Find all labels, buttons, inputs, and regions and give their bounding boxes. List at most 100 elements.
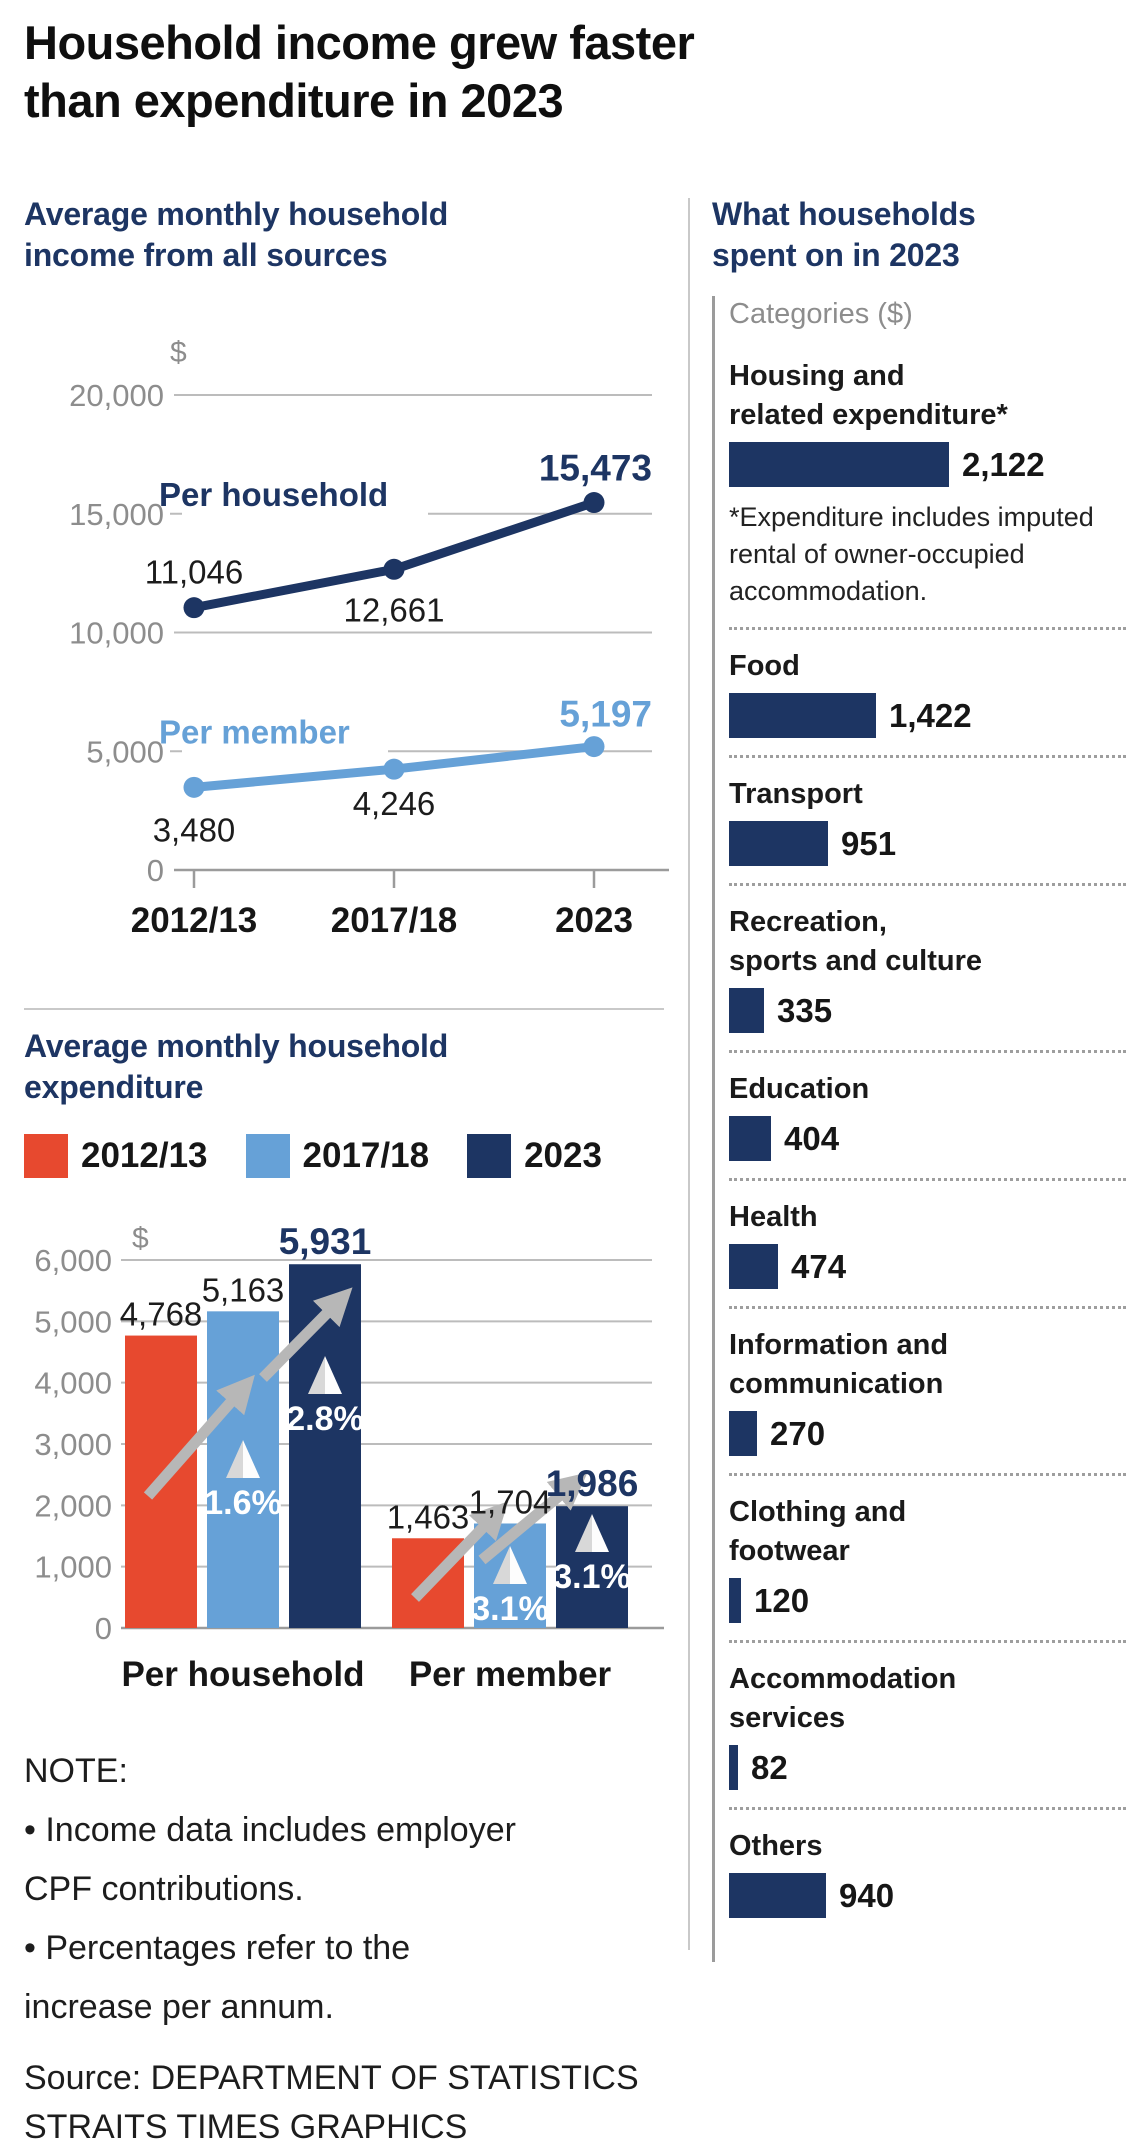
- dotted-separator: [729, 883, 1126, 886]
- expenditure-bar-chart: 6,000 5,000 4,000 3,000 2,000 1,000 0 $4,768 1,4…: [34, 1221, 664, 1694]
- spending-bar-row: 940: [729, 1873, 1126, 1918]
- data-point-label: 12,661: [344, 591, 445, 628]
- spending-bar: [729, 1745, 738, 1790]
- y-tick-label: 5,000: [86, 734, 164, 769]
- spending-items: Housing and related expenditure* 2,122 *E…: [729, 357, 1126, 1918]
- note-line: • Income data includes employer: [24, 1811, 516, 1849]
- spending-category: Housing and related expenditure* 2,122 *E…: [729, 357, 1126, 630]
- spending-category-label: Food: [729, 650, 800, 682]
- increase-triangle: [243, 1440, 260, 1478]
- spending-category-label: Transport: [729, 778, 863, 810]
- spending-value: 940: [839, 1876, 895, 1914]
- data-point: [183, 597, 205, 619]
- source-block: Source: DEPARTMENT OF STATISTICS STRAITS…: [24, 2054, 639, 2152]
- bar-value-label: 1,986: [546, 1463, 639, 1504]
- spending-bar-row: 1,422: [729, 693, 1126, 738]
- spending-bar: [729, 1411, 757, 1456]
- spending-bar-row: 404: [729, 1116, 1126, 1161]
- spending-bar-row: 270: [729, 1411, 1126, 1456]
- increase-triangle: [575, 1514, 592, 1552]
- spending-axis-label: Categories ($): [729, 298, 913, 330]
- spending-bar: [729, 442, 949, 487]
- percent-label: 3.1%: [553, 1558, 631, 1596]
- series-name-label: Per member: [159, 713, 350, 750]
- spending-value: 474: [791, 1247, 847, 1285]
- spending-category-label: Information and communication: [729, 1329, 949, 1400]
- spending-bar-row: 474: [729, 1244, 1126, 1289]
- y-tick-label: 1,000: [34, 1550, 112, 1585]
- spending-value: 1,422: [889, 696, 972, 734]
- bar-value-label: 5,931: [279, 1221, 372, 1262]
- dotted-separator: [729, 1807, 1126, 1810]
- x-category-label: 2023: [555, 901, 633, 940]
- page-title-line1: Household income grew faster: [24, 16, 695, 69]
- percent-label: 1.6%: [204, 1484, 282, 1522]
- page-title-line2: than expenditure in 2023: [24, 74, 564, 127]
- spending-bar: [729, 821, 828, 866]
- income-line-chart: 20,000 15,000 10,000 5,000 0 $2012/13 2017/18 2…: [69, 336, 669, 940]
- percent-label: 3.1%: [471, 1590, 549, 1628]
- increase-arrow: [411, 1501, 509, 1602]
- y-tick-label: 20,000: [69, 378, 164, 413]
- increase-triangle: [226, 1440, 243, 1478]
- legend-entry: 2017/18: [245, 1134, 430, 1178]
- y-tick-label: 6,000: [34, 1243, 112, 1278]
- spending-bar-row: 120: [729, 1578, 1126, 1623]
- spending-value: 120: [754, 1581, 810, 1619]
- spending-category-label: Others: [729, 1830, 823, 1862]
- spending-category-label: Recreation, sports and culture: [729, 906, 982, 977]
- spending-category-label: Health: [729, 1201, 818, 1233]
- x-category-label: 2012/13: [131, 901, 258, 940]
- increase-triangle: [510, 1546, 527, 1584]
- spending-chart-body: Categories ($) Housing and related expend…: [712, 296, 1126, 1962]
- increase-arrow: [259, 1287, 353, 1382]
- dotted-separator: [729, 755, 1126, 758]
- spending-category-label: Accommodation services: [729, 1663, 957, 1734]
- spending-footnote: *Expenditure includes imputed rental of …: [729, 502, 1094, 606]
- data-point-label: 5,197: [559, 694, 652, 735]
- spending-category: Food 1,422: [729, 647, 1126, 758]
- data-point: [383, 758, 405, 780]
- note-block: NOTE: • Income data includes employer CP…: [24, 1742, 516, 2037]
- spending-bar-row: 335: [729, 988, 1126, 1033]
- bar-value-label: 4,768: [120, 1296, 203, 1333]
- spending-value: 270: [770, 1414, 826, 1452]
- source-line: STRAITS TIMES GRAPHICS: [24, 2108, 468, 2146]
- increase-triangle: [325, 1356, 342, 1394]
- y-tick-label: 0: [95, 1611, 112, 1646]
- spending-category: Accommodation services 82: [729, 1660, 1126, 1810]
- increase-arrow: [143, 1374, 255, 1500]
- spending-bar: [729, 1244, 778, 1289]
- legend-label: 2012/13: [81, 1136, 208, 1175]
- legend-label: 2017/18: [302, 1136, 430, 1175]
- group-label: Per member: [409, 1655, 612, 1694]
- y-tick-label: 0: [147, 853, 164, 888]
- legend-entry: 2023: [467, 1134, 602, 1178]
- spending-bar-row: 951: [729, 821, 1126, 866]
- data-point-label: 4,246: [353, 785, 436, 822]
- dotted-separator: [729, 1473, 1126, 1476]
- source-line: Source: DEPARTMENT OF STATISTICS: [24, 2059, 639, 2097]
- bar-value-label: 1,463: [387, 1498, 470, 1535]
- spending-category: Clothing and footwear 120: [729, 1493, 1126, 1643]
- spending-bar: [729, 1578, 741, 1623]
- data-point: [383, 558, 405, 580]
- legend-swatch-2012-13: [24, 1134, 68, 1178]
- increase-triangle: [592, 1514, 609, 1552]
- spending-bar: [729, 988, 764, 1033]
- spending-bar: [729, 1873, 826, 1918]
- spending-value: 82: [751, 1748, 788, 1786]
- dotted-separator: [729, 1306, 1126, 1309]
- dotted-separator: [729, 627, 1126, 630]
- x-category-label: 2017/18: [331, 901, 458, 940]
- spending-value: 335: [777, 991, 833, 1029]
- legend-entry: 2012/13: [24, 1134, 208, 1178]
- spending-category-label: Housing and related expenditure*: [729, 360, 1008, 431]
- increase-triangle: [308, 1356, 325, 1394]
- spending-category: Others 940: [729, 1827, 1126, 1918]
- income-chart-title: Average monthly household income from al…: [24, 196, 449, 273]
- data-point: [583, 492, 605, 514]
- y-tick-label: 2,000: [34, 1488, 112, 1523]
- column-divider: [688, 198, 690, 1950]
